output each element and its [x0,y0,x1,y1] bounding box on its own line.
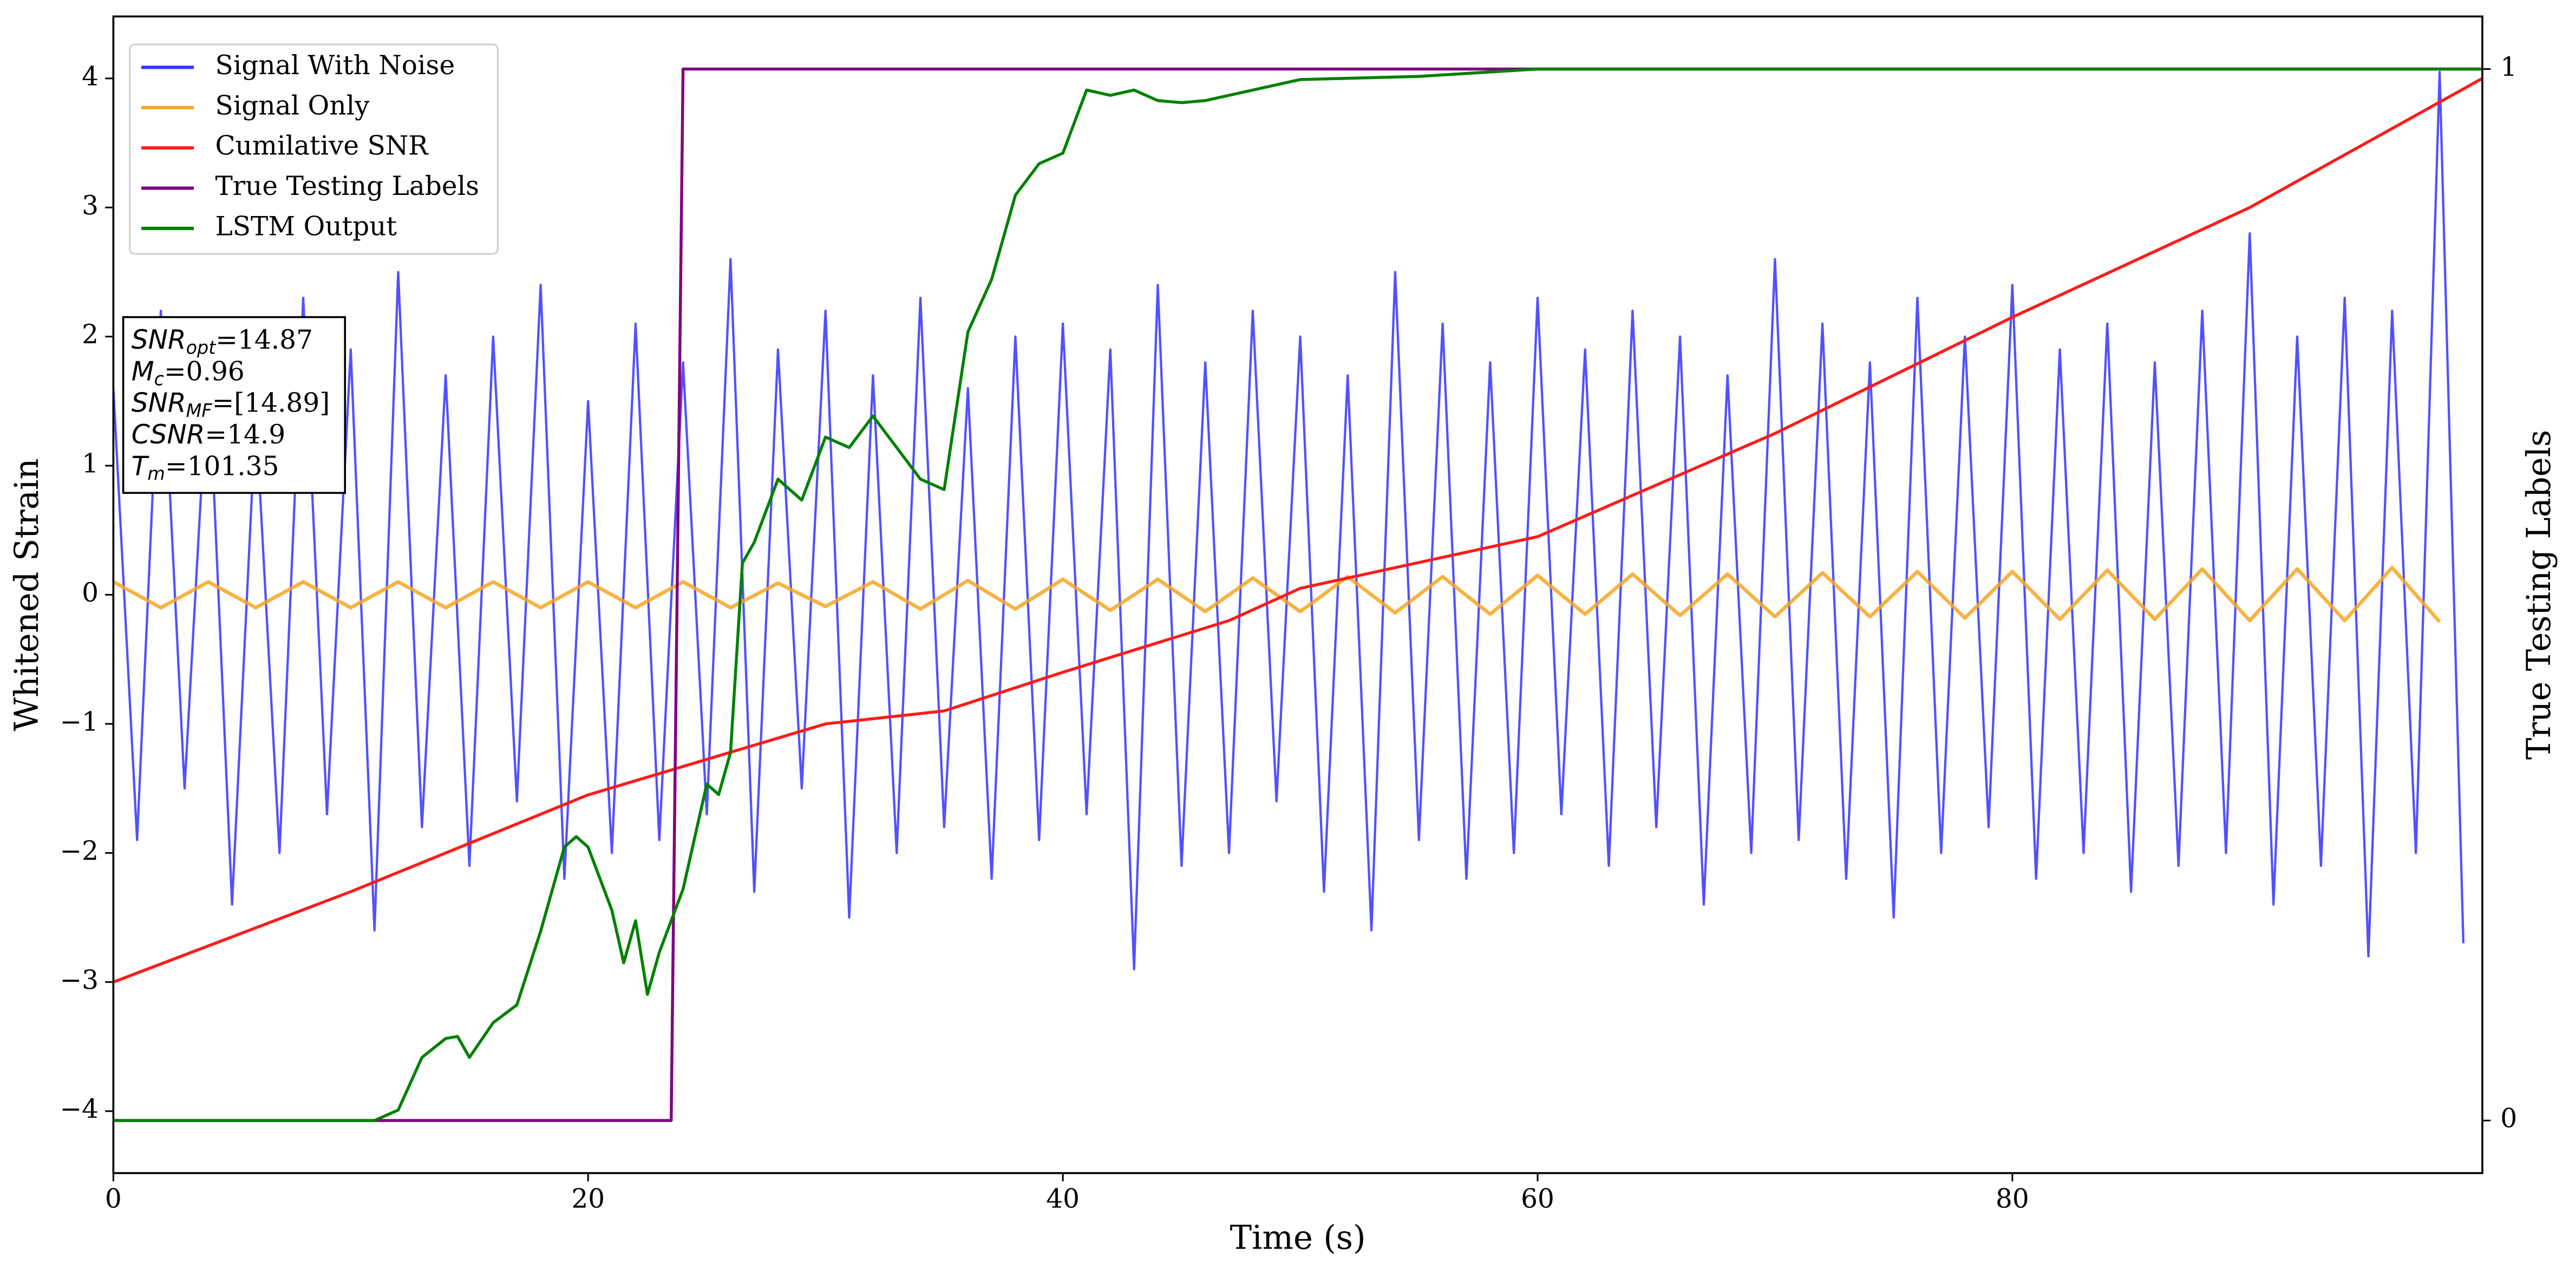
annotation-frame [122,316,346,494]
x-tick-label: 60 [1521,1184,1554,1214]
annotation-symbol: SNR [132,388,186,419]
legend-label: Signal With Noise [215,50,455,81]
series-line [113,70,2465,971]
annotation-subscript: opt [186,337,217,358]
x-tick-label: 40 [1046,1184,1080,1214]
x-tick-label: 20 [571,1184,605,1214]
annotation-value: =14.9 [205,419,285,449]
annotation-symbol: M [132,356,154,387]
y-tick-label: −2 [60,836,99,866]
annotation-value: =14.87 [215,325,313,355]
annotation-subscript: m [147,463,165,484]
y-tick-label: 2 [82,319,99,350]
x-axis-title: Time (s) [1230,1219,1366,1257]
y-tick-label: 4 [82,61,99,92]
y-tick-label: 0 [82,578,99,608]
x-tick-label: 0 [105,1184,122,1214]
annotation-subscript: MF [186,400,213,421]
y2-tick-label: 1 [2500,52,2517,82]
annotation-line: Tm=101.35 [132,451,279,484]
legend-label: LSTM Output [215,211,397,241]
y-tick-label: −3 [60,965,99,995]
series-line [113,566,2441,623]
annotation-symbol: SNR [132,325,186,355]
legend-box [129,43,499,255]
y-tick-label: −1 [60,707,99,737]
x-tick-label: 80 [1996,1184,2029,1214]
legend-label: Signal Only [215,90,370,121]
annotation-value: =101.35 [165,451,279,481]
y2-tick-label: 0 [2500,1103,2517,1134]
annotation-line: SNRMF=[14.89] [132,388,330,421]
annotation-symbol: CSNR [132,420,205,450]
y-tick-label: 3 [82,191,99,221]
legend: Signal With Noise Signal Only Cumilative S… [129,43,499,255]
annotation-line: Mc=0.96 [132,356,245,389]
plot-area [113,67,2483,1122]
annotation-symbol: T [132,451,149,481]
annotation-line: SNRopt=14.87 [132,325,313,358]
annotation-line: CSNR=14.9 [132,419,285,450]
series-line [113,77,2483,984]
y2-axis-title: True Testing Labels [2520,430,2558,760]
legend-label: True Testing Labels [215,171,480,201]
y-axis-title: Whitened Strain [8,459,46,731]
annotation-value: =[14.89] [212,388,330,418]
y-tick-label: −4 [60,1094,99,1125]
annotation-value: =0.96 [164,356,245,387]
series-line [113,67,2483,1122]
y-tick-label: 1 [82,449,99,479]
annotation-box: SNRopt=14.87Mc=0.96SNRMF=[14.89]CSNR=14.… [122,316,346,494]
annotation-subscript: c [154,368,164,389]
legend-label: Cumilative SNR [215,131,429,161]
